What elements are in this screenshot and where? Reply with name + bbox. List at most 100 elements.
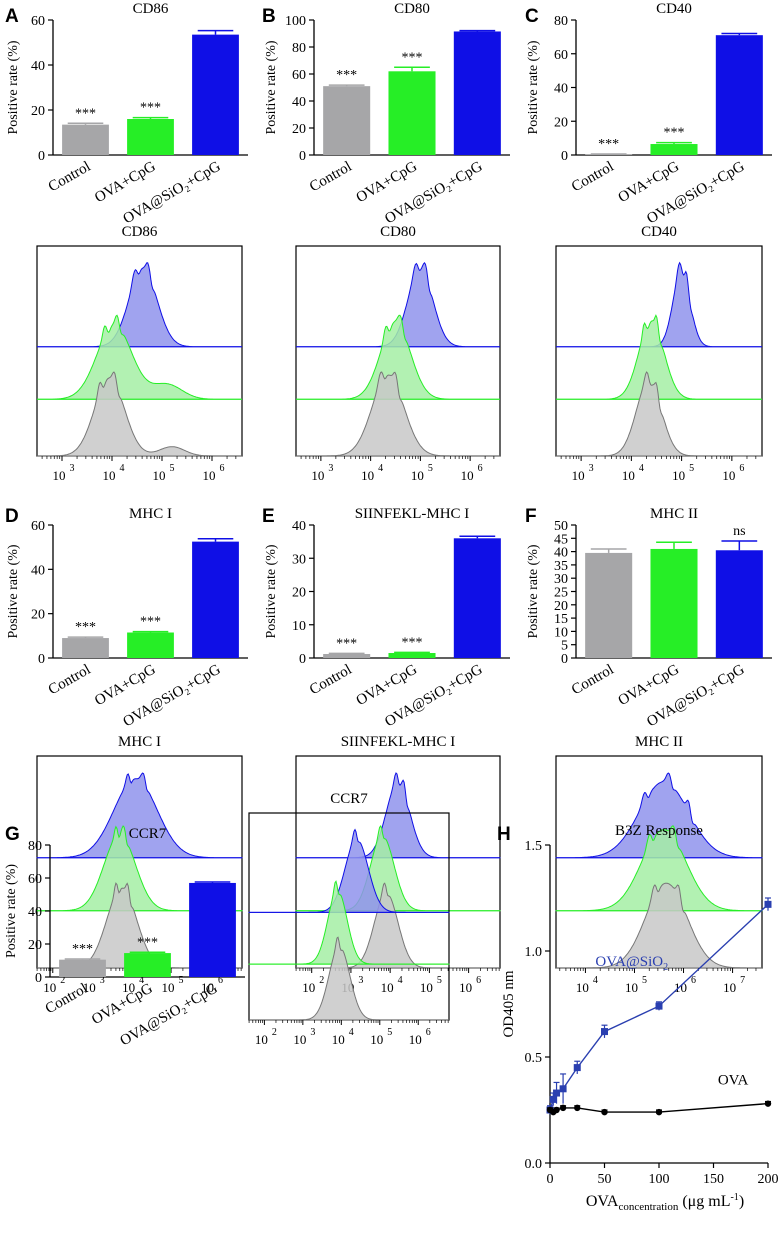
y-tick-label: 10: [554, 625, 568, 640]
histogram-ova-sio2-cpg: [555, 772, 763, 859]
y-tick-label: 0.5: [525, 1051, 543, 1066]
significance-label: ***: [336, 68, 357, 83]
y-tick-label: 20: [292, 122, 306, 137]
bar-control: [323, 654, 371, 658]
x-tick-exponent: 5: [428, 463, 433, 474]
y-tick-label: 60: [554, 48, 568, 63]
y-tick-label: 40: [31, 563, 45, 578]
chart-title: SIINFEKL-MHC I: [341, 734, 456, 750]
y-tick-label: 0: [299, 652, 306, 667]
significance-label: ***: [336, 636, 357, 651]
y-tick-label: 40: [554, 82, 568, 97]
panel-label: B: [262, 6, 276, 27]
x-tick-exponent: 5: [689, 463, 694, 474]
category-label: Control: [307, 159, 355, 196]
category-label: Control: [569, 159, 617, 196]
y-tick-label: 80: [554, 14, 568, 29]
x-tick-label: 10: [302, 980, 315, 995]
bar-ova-cpg: [124, 953, 171, 977]
x-tick-label: 10: [103, 468, 116, 483]
x-tick-label: 200: [758, 1172, 779, 1187]
x-tick-label: 10: [625, 980, 638, 995]
bar-ova-sio2-cpg: [453, 538, 501, 658]
bar-control: [59, 959, 106, 977]
y-tick-label: 0: [299, 149, 306, 164]
histogram-ova-sio2-cpg: [295, 772, 501, 859]
panel-label: C: [525, 6, 539, 27]
significance-label: ***: [137, 935, 158, 950]
data-point: [559, 1104, 567, 1112]
y-tick-label: 60: [31, 519, 45, 534]
x-axis-label: OVAconcentration (μg mL-1): [586, 1192, 744, 1213]
x-tick-exponent: 3: [100, 975, 105, 986]
data-point: [553, 1106, 560, 1114]
bar-ova-cpg: [127, 119, 174, 155]
x-tick-label: 10: [459, 980, 472, 995]
x-label-main: OVA: [586, 1193, 619, 1210]
chart-title: MHC II: [635, 734, 683, 750]
category-label: Control: [46, 662, 94, 699]
x-tick-exponent: 7: [740, 975, 745, 986]
panel-label: G: [5, 824, 20, 845]
x-tick-label: 10: [122, 980, 135, 995]
histogram-ova-cpg: [556, 314, 762, 400]
y-axis-label: OD405 nm: [501, 970, 517, 1037]
y-tick-label: 80: [292, 41, 306, 56]
x-tick-exponent: 4: [349, 1027, 354, 1038]
x-tick-exponent: 6: [218, 975, 223, 986]
category-label: Control: [46, 159, 94, 196]
y-tick-label: 20: [554, 599, 568, 614]
bar-control: [62, 638, 109, 658]
x-tick-label: 10: [153, 468, 166, 483]
panel-label: E: [262, 506, 275, 527]
chart-title: CD86: [122, 224, 158, 240]
histogram-cd86: CD86 10 3 10 4 10 5 10 6: [36, 224, 243, 483]
histogram-ccr7: CCR7 10 2 10 3 10 4 10 5 10 6: [248, 791, 450, 1047]
x-tick-label: 10: [361, 468, 374, 483]
x-tick-exponent: 3: [310, 1027, 315, 1038]
x-tick-exponent: 6: [478, 463, 483, 474]
line-chart-b3z-response: H B3Z Response 0.0 0.5 1.0 1.5 0 50 100 150 200 OD4…: [497, 823, 779, 1213]
y-tick-label: 30: [292, 552, 306, 567]
chart-title: MHC II: [650, 506, 698, 522]
data-point: [764, 1100, 772, 1107]
bar-ova-sio2-cpg: [715, 35, 763, 155]
bar-ova-sio2-cpg: [453, 31, 501, 156]
x-tick-label: 10: [311, 468, 324, 483]
histogram-cd40: CD40 10 3 10 4 10 5 10 6: [555, 224, 763, 483]
bar-ova-sio2-cpg: [192, 34, 239, 155]
histogram-control: [37, 371, 242, 457]
y-axis-label: Positive rate (%): [526, 544, 541, 638]
data-point: [601, 1108, 608, 1116]
y-tick-label: 5: [561, 639, 568, 654]
y-tick-label: 60: [292, 68, 306, 83]
bar-ova-cpg: [650, 144, 698, 155]
chart-title: CD80: [394, 1, 430, 17]
x-tick-label: 10: [411, 468, 424, 483]
data-point: [573, 1064, 581, 1072]
y-tick-label: 40: [31, 59, 45, 74]
data-point: [559, 1085, 567, 1093]
x-tick-exponent: 5: [170, 463, 175, 474]
y-tick-label: 20: [554, 115, 568, 130]
y-tick-label: 20: [31, 104, 45, 119]
y-tick-label: 1.0: [525, 945, 543, 960]
bar-control: [62, 124, 109, 155]
panel-label: H: [497, 824, 511, 845]
x-tick-exponent: 4: [593, 975, 598, 986]
chart-title: CCR7: [129, 826, 167, 842]
bar-control: [323, 86, 371, 155]
bar-chart-siinfekl-mhc-i: E SIINFEKL-MHC I 0 10 20 30 40 Positive rate (%…: [262, 506, 510, 730]
panel-label: F: [525, 506, 537, 527]
data-point: [601, 1028, 608, 1036]
y-tick-label: 0: [561, 652, 568, 667]
y-tick-label: 25: [554, 586, 568, 601]
y-tick-label: 0: [38, 652, 45, 667]
chart-title: CD40: [656, 1, 692, 17]
legend-ova-sio2: OVA@SiO2: [595, 954, 668, 973]
significance-label: ***: [402, 50, 423, 65]
significance-label: ***: [75, 620, 96, 635]
x-tick-exponent: 4: [398, 975, 403, 986]
data-point: [764, 900, 772, 908]
